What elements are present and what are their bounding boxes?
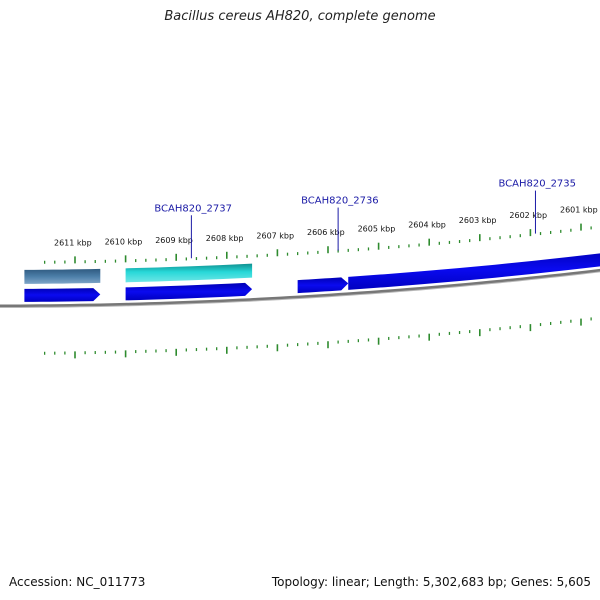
accession-text: Accession: NC_011773	[9, 575, 146, 589]
tick-label: 2605 kbp	[358, 225, 396, 234]
tick-label: 2610 kbp	[105, 237, 143, 246]
gene-label[interactable]: BCAH820_2737	[154, 203, 232, 214]
scale-tick-track	[43, 223, 592, 264]
tick-label: 2604 kbp	[408, 221, 446, 230]
scale-tick-labels: 2611 kbp 2610 kbp 2609 kbp 2608 kbp 2607 kbp…	[54, 206, 598, 248]
gene-feature-forward	[297, 277, 349, 294]
genome-backbone	[0, 268, 600, 308]
inner-tick-track	[43, 317, 592, 359]
gene-label-track: BCAH820_2737 BCAH820_2736 BCAH820_2735	[154, 179, 576, 259]
gene-label[interactable]: BCAH820_2735	[498, 179, 576, 190]
tick-label: 2607 kbp	[256, 231, 294, 240]
backbone-line	[0, 268, 600, 308]
tick-label: 2609 kbp	[155, 236, 193, 245]
tick-label: 2603 kbp	[459, 216, 497, 225]
gene-feature-forward	[125, 282, 253, 301]
map-title: Bacillus cereus AH820, complete genome	[164, 9, 436, 24]
tick-label: 2602 kbp	[509, 211, 547, 220]
tick-label: 2606 kbp	[307, 228, 345, 237]
backbone-shade	[0, 271, 600, 308]
gene-feature-forward	[24, 288, 101, 302]
gene-feature-reverse	[24, 268, 101, 284]
tick-label: 2601 kbp	[560, 206, 598, 215]
gene-feature-forward	[348, 253, 600, 290]
gene-feature-reverse	[125, 263, 253, 283]
tick-label: 2611 kbp	[54, 238, 92, 247]
genome-summary-text: Topology: linear; Length: 5,302,683 bp; …	[271, 575, 591, 589]
tick-label: 2608 kbp	[206, 234, 244, 243]
feature-track	[24, 253, 600, 302]
gene-label[interactable]: BCAH820_2736	[301, 196, 379, 207]
